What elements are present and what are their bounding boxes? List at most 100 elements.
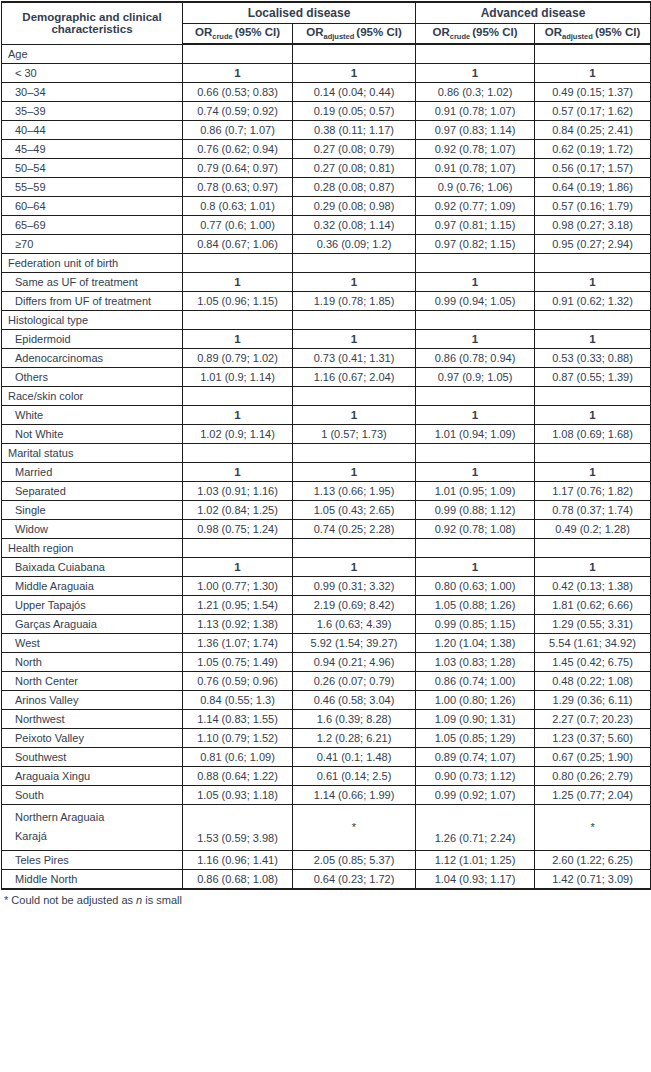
row-label: Teles Pires bbox=[2, 851, 183, 870]
paper-table-page: Demographic and clinical characteristics… bbox=[0, 0, 651, 1072]
row-label: Upper Tapajós bbox=[2, 595, 183, 614]
or-value-cell bbox=[293, 253, 416, 272]
or-value-cell: 0.91 (0.62; 1.32) bbox=[535, 291, 651, 310]
or-value-cell: 1.10 (0.79; 1.52) bbox=[183, 728, 293, 747]
or-value-cell: 0.86 (0.7; 1.07) bbox=[183, 120, 293, 139]
row-label: 35–39 bbox=[2, 101, 183, 120]
section-label: Health region bbox=[2, 538, 183, 557]
or-value-cell bbox=[535, 44, 651, 63]
or-value-cell: 0.90 (0.73; 1.12) bbox=[416, 766, 535, 785]
footnote-text-after: is small bbox=[142, 894, 182, 906]
or-value-cell: 0.38 (0.11; 1.17) bbox=[293, 120, 416, 139]
section-row: Federation unit of birth bbox=[2, 253, 651, 272]
row-label: Not White bbox=[2, 424, 183, 443]
table-row: South1.05 (0.93; 1.18)1.14 (0.66; 1.99)0… bbox=[2, 785, 651, 804]
or-value-cell: 0.91 (0.78; 1.07) bbox=[416, 158, 535, 177]
or-value-cell bbox=[535, 386, 651, 405]
table-row: Northern Araguaia Karajá1.53 (0.59; 3.98… bbox=[2, 804, 651, 851]
or-value-cell bbox=[183, 386, 293, 405]
row-label: 40–44 bbox=[2, 120, 183, 139]
or-value-cell bbox=[293, 44, 416, 63]
table-row: Not White1.02 (0.9; 1.14)1 (0.57; 1.73)1… bbox=[2, 424, 651, 443]
or-value-cell: 0.42 (0.13; 1.38) bbox=[535, 576, 651, 595]
or-value-cell: 0.66 (0.53; 0.83) bbox=[183, 82, 293, 101]
column-header-localised-or-adjusted: ORadjusted(95% CI) bbox=[293, 23, 416, 44]
or-value-cell: 1.21 (0.95; 1.54) bbox=[183, 595, 293, 614]
or-value-cell: 1 bbox=[183, 63, 293, 82]
table-row: Teles Pires1.16 (0.96; 1.41)2.05 (0.85; … bbox=[2, 851, 651, 870]
or-value-cell: 0.76 (0.59; 0.96) bbox=[183, 671, 293, 690]
or-value-cell: 0.99 (0.85; 1.15) bbox=[416, 614, 535, 633]
table-row: Peixoto Valley1.10 (0.79; 1.52)1.2 (0.28… bbox=[2, 728, 651, 747]
or-value-cell: 0.19 (0.05; 0.57) bbox=[293, 101, 416, 120]
or-value-cell bbox=[535, 538, 651, 557]
or-value-cell: 1.23 (0.37; 5.60) bbox=[535, 728, 651, 747]
row-label: Separated bbox=[2, 481, 183, 500]
or-value-cell: 1.05 (0.43; 2.65) bbox=[293, 500, 416, 519]
or-value-cell: 0.8 (0.63; 1.01) bbox=[183, 196, 293, 215]
or-value-cell: 1 bbox=[535, 63, 651, 82]
row-label: South bbox=[2, 785, 183, 804]
table-row: West1.36 (1.07; 1.74)5.92 (1.54; 39.27)1… bbox=[2, 633, 651, 652]
section-label: Age bbox=[2, 44, 183, 63]
or-value-cell: 1.05 (0.75; 1.49) bbox=[183, 652, 293, 671]
or-value-cell: 1 bbox=[293, 557, 416, 576]
or-value-cell: 0.92 (0.78; 1.08) bbox=[416, 519, 535, 538]
or-value-cell: 0.95 (0.27; 2.94) bbox=[535, 234, 651, 253]
or-value-cell: 0.94 (0.21; 4.96) bbox=[293, 652, 416, 671]
or-value-cell: 1.01 (0.94; 1.09) bbox=[416, 424, 535, 443]
or-value-cell: 0.92 (0.77; 1.09) bbox=[416, 196, 535, 215]
or-value-cell: 1 bbox=[535, 462, 651, 481]
or-value-cell: 1 bbox=[416, 557, 535, 576]
or-value-cell: 0.41 (0.1; 1.48) bbox=[293, 747, 416, 766]
or-value-cell bbox=[535, 253, 651, 272]
row-label: Adenocarcinomas bbox=[2, 348, 183, 367]
or-value-cell: 1.01 (0.9; 1.14) bbox=[183, 367, 293, 386]
or-value-cell: 5.54 (1.61; 34.92) bbox=[535, 633, 651, 652]
or-value-cell: 0.98 (0.75; 1.24) bbox=[183, 519, 293, 538]
or-value-cell bbox=[183, 253, 293, 272]
row-label: Garças Araguaia bbox=[2, 614, 183, 633]
or-value-cell: 0.14 (0.04; 0.44) bbox=[293, 82, 416, 101]
or-value-cell bbox=[293, 310, 416, 329]
row-label: Middle Araguaia bbox=[2, 576, 183, 595]
or-value-cell: 1.13 (0.92; 1.38) bbox=[183, 614, 293, 633]
or-value-cell: 1.01 (0.95; 1.09) bbox=[416, 481, 535, 500]
row-label: 60–64 bbox=[2, 196, 183, 215]
table-row: Others1.01 (0.9; 1.14)1.16 (0.67; 2.04)0… bbox=[2, 367, 651, 386]
or-value-cell: 1.02 (0.9; 1.14) bbox=[183, 424, 293, 443]
or-value-cell: 1.03 (0.91; 1.16) bbox=[183, 481, 293, 500]
or-value-cell: 0.46 (0.58; 3.04) bbox=[293, 690, 416, 709]
or-value-cell: 1.05 (0.93; 1.18) bbox=[183, 785, 293, 804]
table-row: 30–340.66 (0.53; 0.83)0.14 (0.04; 0.44)0… bbox=[2, 82, 651, 101]
table-row: Upper Tapajós1.21 (0.95; 1.54)2.19 (0.69… bbox=[2, 595, 651, 614]
column-header-localised-or-crude: ORcrude(95% CI) bbox=[183, 23, 293, 44]
or-value-cell: 1 bbox=[416, 462, 535, 481]
or-value-cell: 1 bbox=[293, 272, 416, 291]
or-value-cell: 1.00 (0.80; 1.26) bbox=[416, 690, 535, 709]
or-value-cell: 0.86 (0.68; 1.08) bbox=[183, 870, 293, 890]
table-row: Differs from UF of treatment1.05 (0.96; … bbox=[2, 291, 651, 310]
or-value-cell: 0.97 (0.81; 1.15) bbox=[416, 215, 535, 234]
or-value-cell: 0.78 (0.37; 1.74) bbox=[535, 500, 651, 519]
table-row: Epidermoid1111 bbox=[2, 329, 651, 348]
column-header-advanced-or-adjusted: ORadjusted(95% CI) bbox=[535, 23, 651, 44]
row-label: West bbox=[2, 633, 183, 652]
row-label: ≥70 bbox=[2, 234, 183, 253]
or-value-cell: 0.84 (0.25; 2.41) bbox=[535, 120, 651, 139]
crude-subscript: crude bbox=[450, 32, 470, 41]
table-row: North Center0.76 (0.59; 0.96)0.26 (0.07;… bbox=[2, 671, 651, 690]
or-value-cell: 0.28 (0.08; 0.87) bbox=[293, 177, 416, 196]
footnote-text-before: Could not be adjusted as bbox=[8, 894, 136, 906]
or-value-cell: 0.86 (0.74; 1.00) bbox=[416, 671, 535, 690]
table-row: Baixada Cuiabana1111 bbox=[2, 557, 651, 576]
or-value-cell: 2.27 (0.7; 20.23) bbox=[535, 709, 651, 728]
or-value-cell: 0.77 (0.6; 1.00) bbox=[183, 215, 293, 234]
or-value-cell: 5.92 (1.54; 39.27) bbox=[293, 633, 416, 652]
or-value-cell: 0.98 (0.27; 3.18) bbox=[535, 215, 651, 234]
or-value-cell: 1.12 (1.01; 1.25) bbox=[416, 851, 535, 870]
or-value-cell: 0.79 (0.64; 0.97) bbox=[183, 158, 293, 177]
or-value-cell: 1.14 (0.66; 1.99) bbox=[293, 785, 416, 804]
or-value-cell: 0.67 (0.25; 1.90) bbox=[535, 747, 651, 766]
ci-label: (95% CI) bbox=[595, 26, 640, 38]
